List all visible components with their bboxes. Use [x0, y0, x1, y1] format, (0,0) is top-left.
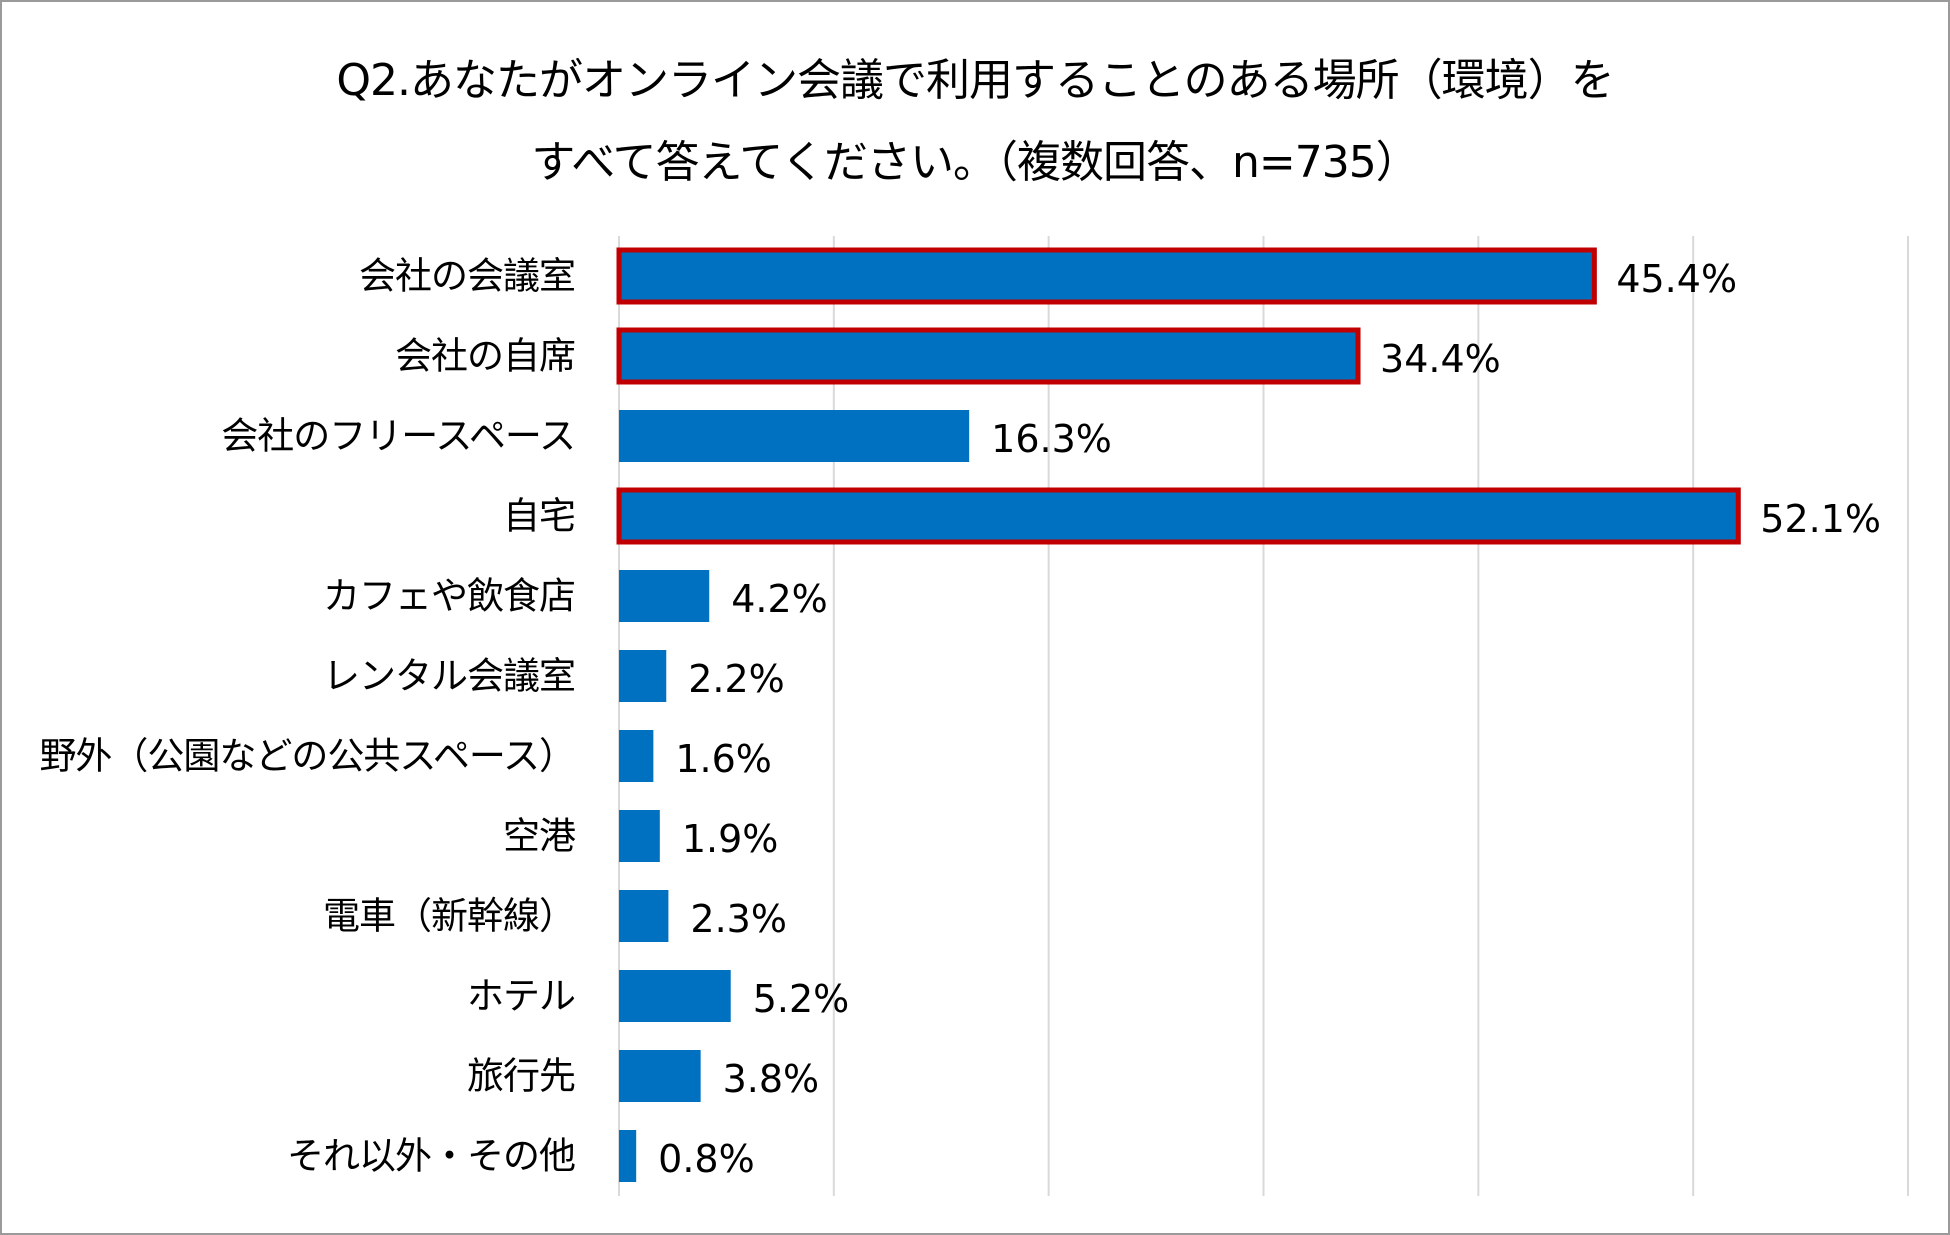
- category-label-5: レンタル会議室: [323, 655, 575, 698]
- category-label-2: 会社のフリースペース: [221, 415, 575, 458]
- category-label-6: 野外（公園などの公共スペース）: [39, 735, 575, 778]
- value-label-6: 1.6%: [675, 737, 772, 781]
- category-label-8: 電車（新幹線）: [323, 895, 575, 938]
- chart-subtitle: すべて答えてください。（複数回答、n=735）: [531, 137, 1419, 188]
- bar-4: [619, 570, 710, 622]
- bar-8: [619, 890, 669, 942]
- value-label-2: 16.3%: [991, 417, 1112, 461]
- bar-11: [619, 1130, 637, 1182]
- value-label-0: 45.4%: [1616, 257, 1737, 301]
- value-label-10: 3.8%: [723, 1057, 820, 1101]
- bar-6: [619, 730, 654, 782]
- category-label-10: 旅行先: [467, 1055, 575, 1098]
- category-label-3: 自宅: [503, 495, 575, 538]
- chart-title: Q2.あなたがオンライン会議で利用することのある場所（環境）を: [336, 55, 1614, 106]
- bar-10: [619, 1050, 701, 1102]
- category-label-11: それ以外・その他: [287, 1135, 575, 1178]
- value-label-3: 52.1%: [1760, 497, 1881, 541]
- value-label-4: 4.2%: [731, 577, 828, 621]
- category-label-4: カフェや飲食店: [323, 575, 575, 618]
- value-label-5: 2.2%: [688, 657, 785, 701]
- category-label-7: 空港: [503, 815, 576, 858]
- bar-0: [616, 247, 1597, 305]
- value-label-7: 1.9%: [682, 817, 779, 861]
- category-label-1: 会社の自席: [395, 335, 575, 378]
- value-label-11: 0.8%: [658, 1137, 755, 1181]
- bar-7: [619, 810, 660, 862]
- bar-9: [619, 970, 731, 1022]
- bar-1: [616, 327, 1361, 385]
- value-label-8: 2.3%: [690, 897, 787, 941]
- value-label-1: 34.4%: [1380, 337, 1501, 381]
- bar-2: [619, 410, 970, 462]
- bar-3: [616, 487, 1741, 545]
- bar-5: [619, 650, 667, 702]
- value-label-9: 5.2%: [753, 977, 850, 1021]
- category-label-0: 会社の会議室: [359, 255, 575, 298]
- category-label-9: ホテル: [467, 975, 575, 1018]
